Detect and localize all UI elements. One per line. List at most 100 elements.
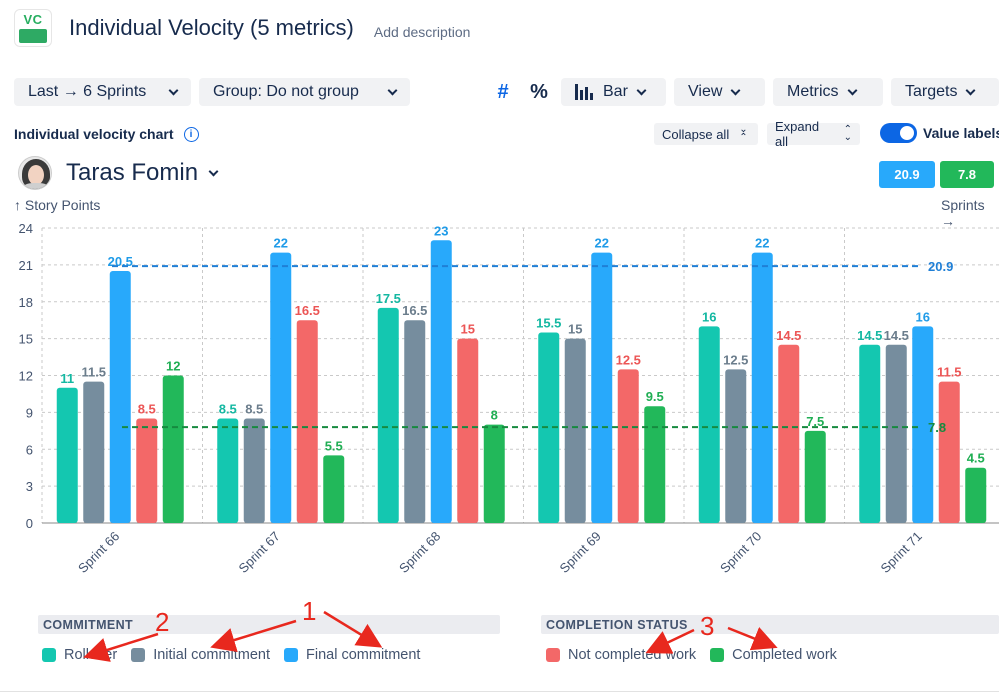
y-tick-label: 12	[19, 369, 33, 384]
header: VC Individual Velocity (5 metrics) Add d…	[14, 8, 470, 48]
legend-item-rollover[interactable]: Rollover	[42, 647, 117, 663]
bar-initial-commitment	[564, 338, 586, 523]
range-dropdown[interactable]: Last → 6 Sprints	[14, 78, 191, 106]
bar-final-commitment	[751, 252, 773, 524]
data-label: 14.5	[776, 328, 801, 343]
data-label: 8.5	[138, 402, 156, 417]
bar-initial-commitment	[885, 344, 907, 523]
bar-rollover	[859, 344, 881, 523]
metrics-dropdown[interactable]: Metrics	[773, 78, 883, 106]
bar-final-commitment	[109, 271, 131, 523]
data-label: 11.5	[937, 365, 962, 380]
data-label: 8.5	[219, 402, 237, 417]
data-label: 14.5	[884, 328, 909, 343]
bar-not-completed-work	[136, 418, 158, 523]
data-label: 12	[166, 359, 180, 374]
x-tick-label: Sprint 67	[235, 529, 282, 576]
data-label: 5.5	[325, 438, 343, 453]
commitment-legend: Rollover Initial commitment Final commit…	[42, 647, 420, 663]
metrics-label: Metrics	[787, 83, 839, 100]
collapse-all-button[interactable]: Collapse all ⌄ ⌃	[654, 123, 758, 145]
chevron-down-icon[interactable]	[208, 166, 219, 176]
legend-label: Final commitment	[306, 647, 421, 663]
chevron-down-icon	[730, 85, 741, 95]
group-dropdown[interactable]: Group: Do not group	[199, 78, 410, 106]
bar-chart-icon	[575, 84, 593, 100]
page-title: Individual Velocity (5 metrics)	[69, 15, 354, 40]
avatar	[18, 156, 52, 190]
chart-subheader: Individual velocity chart i	[14, 126, 199, 142]
x-tick-label: Sprint 69	[556, 529, 603, 576]
data-label: 4.5	[967, 451, 985, 466]
bar-final-commitment	[912, 326, 934, 523]
legend-item-not-completed[interactable]: Not completed work	[546, 647, 696, 663]
x-axis-label: Sprints →	[941, 197, 985, 229]
reference-line-label: 7.8	[928, 420, 946, 435]
rollover-swatch	[42, 648, 56, 662]
view-dropdown[interactable]: View	[674, 78, 765, 106]
group-label: Group: Do not group	[213, 83, 359, 100]
chevron-down-icon	[168, 85, 179, 95]
data-label: 16.5	[295, 303, 320, 318]
percent-mode-button[interactable]: %	[530, 80, 548, 103]
y-axis-label: ↑ Story Points	[14, 197, 101, 213]
data-label: 17.5	[376, 291, 401, 306]
book-icon	[19, 29, 47, 43]
bar-not-completed-work	[457, 338, 479, 523]
bar-final-commitment	[270, 252, 292, 524]
bar-initial-commitment	[725, 369, 747, 523]
y-tick-label: 0	[26, 516, 33, 531]
toolbar-left: Last → 6 Sprints Group: Do not group	[14, 78, 410, 106]
expand-icon: ⌃ ⌄	[843, 124, 852, 143]
data-label: 22	[274, 236, 288, 251]
person-name: Taras Fomin	[66, 159, 199, 186]
data-label: 22	[755, 236, 769, 251]
legend-label: Completed work	[732, 647, 837, 663]
collapse-icon: ⌄ ⌃	[739, 124, 748, 143]
add-description-link[interactable]: Add description	[373, 24, 471, 40]
y-tick-label: 9	[26, 405, 33, 420]
bar-not-completed-work	[617, 369, 639, 523]
bar-completed-work	[323, 455, 345, 523]
person-row: Taras Fomin	[18, 156, 219, 190]
bar-rollover	[217, 418, 239, 523]
bar-completed-work	[483, 424, 505, 523]
chart-type-dropdown[interactable]: Bar	[561, 78, 666, 106]
commitment-legend-heading: COMMITMENT	[38, 615, 500, 634]
legend-item-initial-commitment[interactable]: Initial commitment	[131, 647, 270, 663]
legend-item-final-commitment[interactable]: Final commitment	[284, 647, 420, 663]
targets-dropdown[interactable]: Targets	[891, 78, 999, 106]
divider	[0, 691, 999, 692]
not-completed-swatch	[546, 648, 560, 662]
value-labels-label: Value labels	[923, 125, 999, 141]
x-tick-label: Sprint 68	[396, 529, 443, 576]
completion-legend-heading: COMPLETION STATUS	[541, 615, 999, 634]
bar-not-completed-work	[938, 381, 960, 523]
data-label: 15.5	[536, 315, 561, 330]
x-tick-label: Sprint 70	[717, 529, 764, 576]
expand-all-button[interactable]: Expand all ⌃ ⌄	[767, 119, 860, 149]
value-labels-toggle[interactable]	[880, 123, 917, 143]
bar-rollover	[377, 307, 399, 523]
data-label: 22	[595, 236, 609, 251]
data-label: 8	[491, 408, 498, 423]
data-label: 11.5	[81, 365, 106, 380]
data-label: 20.5	[108, 254, 133, 269]
reference-line-label: 20.9	[928, 259, 953, 274]
completion-legend: Not completed work Completed work	[546, 647, 837, 663]
legend-label: Rollover	[64, 647, 118, 663]
data-label: 7.5	[806, 414, 824, 429]
number-mode-button[interactable]: #	[497, 80, 509, 103]
chevron-down-icon	[387, 85, 398, 95]
bar-completed-work	[965, 467, 987, 523]
collapse-all-label: Collapse all	[662, 126, 730, 142]
info-icon[interactable]: i	[183, 126, 199, 142]
bar-not-completed-work	[778, 344, 800, 523]
bar-initial-commitment	[83, 381, 105, 523]
legend-item-completed[interactable]: Completed work	[710, 647, 837, 663]
bar-initial-commitment	[243, 418, 265, 523]
chevron-down-icon	[847, 85, 858, 95]
x-tick-label: Sprint 66	[75, 529, 122, 576]
completed-swatch	[710, 648, 725, 662]
bar-final-commitment	[591, 252, 613, 524]
